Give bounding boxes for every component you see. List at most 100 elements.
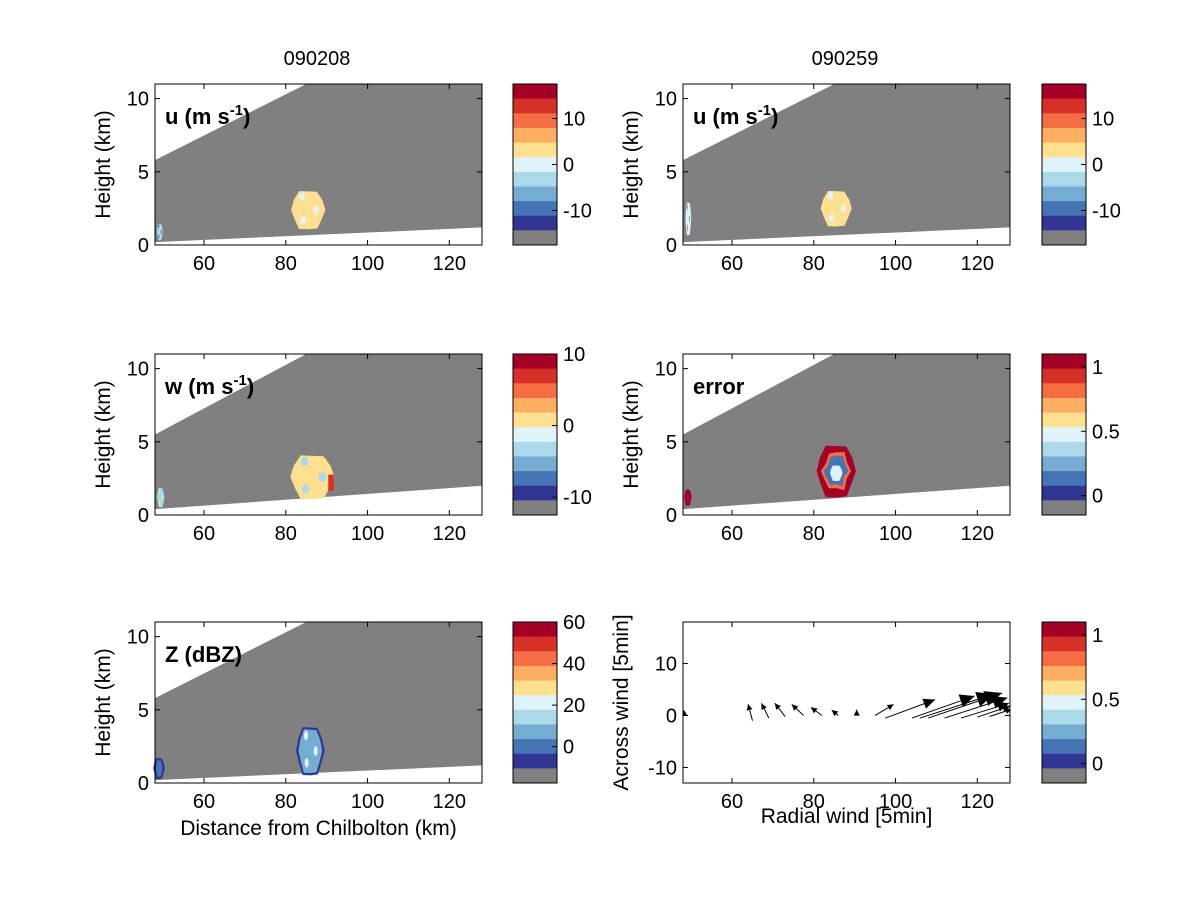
error-right-scan-wedge [683, 354, 1010, 510]
u-left-colorbar-label: 0 [563, 155, 574, 177]
wind-arrowhead [746, 704, 753, 711]
error-right-colorbar-band [1042, 471, 1086, 487]
w-left-colorbar-frame [512, 353, 558, 516]
z-left-y-axis-label: Height (km) [92, 648, 115, 757]
wind-right-colorbar-label: 0 [1092, 754, 1103, 776]
error-right-axes-frame [682, 353, 1011, 516]
error-right-panel-label: error [693, 374, 745, 399]
wind-right-colorbar-band [1042, 768, 1086, 784]
w-left-y-axis-label: Height (km) [92, 380, 115, 489]
u-left-x-tick-label: 80 [275, 253, 297, 275]
wind-arrowhead [683, 710, 688, 716]
u-left-colorbar-band [513, 84, 557, 100]
u-left-echo-cell [300, 216, 306, 225]
u-right-colorbar-band [1042, 215, 1086, 231]
u-left-y-tick-label: 0 [138, 235, 149, 257]
z-left-colorbar-band [513, 753, 557, 769]
wind-right-colorbar-band [1042, 622, 1086, 638]
panel-z-left: 60 80 100 120 0 5 10 Z (dBZ) Height (km) Distance… [92, 612, 585, 840]
wind-right-x-tick-label: 120 [961, 791, 994, 813]
wind-right-colorbar-label: 0.5 [1092, 689, 1120, 711]
u-left-x-tick-label: 120 [433, 253, 466, 275]
u-right-colorbar-label: -10 [1092, 201, 1121, 223]
error-right-colorbar-band [1042, 441, 1086, 457]
u-right-x-tick-label: 60 [721, 253, 743, 275]
z-left-echo [155, 760, 163, 777]
error-right-colorbar-label: 0.5 [1092, 421, 1120, 443]
u-right-colorbar-label: 10 [1092, 109, 1114, 131]
error-right-echo [684, 489, 692, 506]
z-left-y-tick-label: 5 [138, 700, 149, 722]
z-left-x-tick-label: 80 [275, 791, 297, 813]
z-left-colorbar-frame [512, 621, 558, 784]
w-left-x-tick-label: 120 [433, 523, 466, 545]
wind-right-x-tick-label: 60 [721, 791, 743, 813]
w-left-scan-wedge [155, 354, 482, 510]
error-right-colorbar-band [1042, 427, 1086, 443]
error-right-colorbar-band [1042, 485, 1086, 501]
z-left-x-tick-label: 100 [351, 791, 384, 813]
w-left-colorbar-band [513, 456, 557, 472]
w-left-echo [290, 455, 335, 500]
u-left-panel-label-tail: ) [243, 104, 250, 129]
error-right-colorbar-band [1042, 368, 1086, 384]
w-left-colorbar-band [513, 383, 557, 399]
u-left-echo-cell [299, 192, 305, 201]
wind-right-x-axis-label: Radial wind [5min] [761, 805, 933, 828]
z-left-colorbar-label: 40 [563, 654, 585, 676]
u-right-panel-label-tail: ) [771, 104, 778, 129]
wind-arrowhead [831, 709, 839, 717]
u-left-echo-cell [158, 234, 160, 239]
u-right-echo-cell [689, 215, 691, 223]
u-left-echo-cell [158, 224, 160, 228]
error-right-y-tick-label: 5 [666, 432, 677, 454]
u-left-colorbar-band [513, 171, 557, 187]
error-right-colorbar-band [1042, 397, 1086, 414]
u-left-colorbar-band [513, 186, 557, 202]
error-right-y-tick-label: 0 [666, 505, 677, 527]
w-left-colorbar-band [513, 485, 557, 501]
w-left-x-tick-label: 60 [193, 523, 215, 545]
w-left-echo-cell [158, 500, 161, 505]
column-title-right: 090259 [812, 48, 879, 70]
w-left-echo-cell [158, 488, 160, 493]
error-right-y-axis-label: Height (km) [620, 380, 643, 489]
u-left-colorbar-label: 10 [563, 109, 585, 131]
z-left-colorbar-label: 0 [563, 737, 574, 759]
z-left-echo-cell [313, 746, 318, 756]
u-left-scan-wedge [155, 84, 482, 243]
wind-right-y-tick-label: 10 [655, 654, 677, 676]
u-left-y-tick-label: 10 [127, 89, 149, 111]
u-right-x-tick-label: 120 [961, 253, 994, 275]
u-left-y-axis-label: Height (km) [92, 110, 115, 219]
wind-right-arrows [683, 691, 1010, 721]
u-right-panel-label-exponent: -1 [758, 102, 771, 119]
w-left-panel-label-tail: ) [247, 374, 254, 399]
u-right-x-tick-label: 80 [803, 253, 825, 275]
z-left-x-axis-label: Distance from Chilbolton (km) [180, 817, 457, 840]
u-right-echo-cell [686, 203, 688, 211]
error-right-colorbar-frame [1041, 353, 1087, 516]
u-right-x-tick-label: 100 [879, 253, 912, 275]
u-left-colorbar-band [513, 98, 557, 114]
z-left-colorbar-label: 20 [563, 695, 585, 717]
wind-arrowhead [922, 698, 936, 709]
wind-right-colorbar-band [1042, 680, 1086, 696]
u-left-colorbar-band [513, 230, 557, 246]
z-left-colorbar-band [513, 622, 557, 638]
wind-arrowhead [774, 703, 781, 710]
u-right-y-tick-label: 10 [655, 89, 677, 111]
error-right-colorbar-band [1042, 354, 1086, 370]
z-left-colorbar-band [513, 695, 557, 711]
u-left-x-tick-label: 60 [193, 253, 215, 275]
z-left-colorbar-band [513, 636, 557, 652]
w-left-colorbar-label: 10 [563, 344, 585, 366]
z-left-colorbar-band [513, 665, 557, 682]
u-left-echo [157, 223, 163, 241]
u-right-echo [820, 190, 852, 227]
z-left-panel-label: Z (dBZ) [165, 642, 242, 667]
u-left-y-tick-label: 5 [138, 162, 149, 184]
